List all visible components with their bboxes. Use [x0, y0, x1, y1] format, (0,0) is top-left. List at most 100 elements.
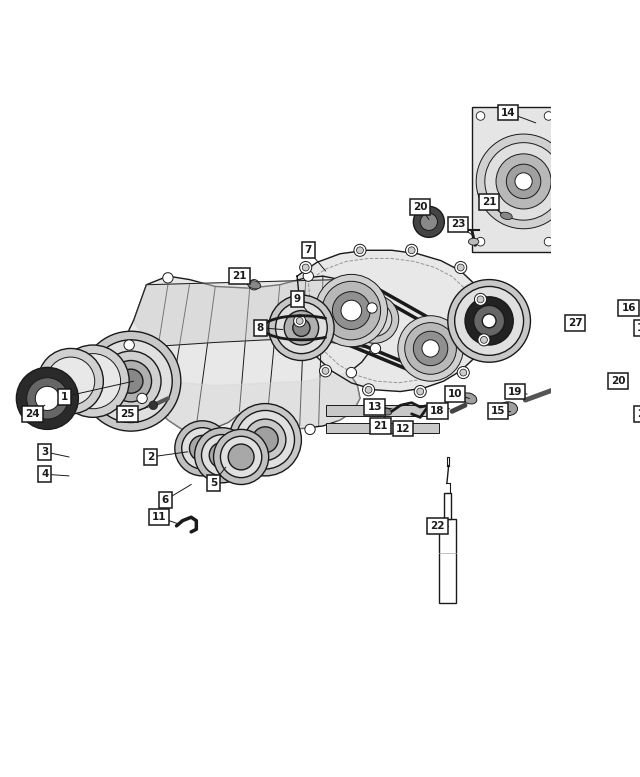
Polygon shape — [127, 276, 377, 431]
Circle shape — [175, 421, 230, 476]
Polygon shape — [326, 423, 439, 433]
Polygon shape — [326, 406, 439, 416]
Circle shape — [244, 419, 286, 461]
Circle shape — [620, 316, 637, 334]
Circle shape — [236, 410, 294, 469]
Text: 12: 12 — [396, 423, 410, 434]
Circle shape — [482, 314, 496, 328]
Circle shape — [371, 343, 381, 354]
Circle shape — [341, 300, 362, 321]
Polygon shape — [134, 280, 377, 348]
FancyBboxPatch shape — [598, 397, 640, 435]
Circle shape — [422, 340, 439, 357]
Ellipse shape — [500, 212, 512, 220]
Circle shape — [478, 334, 490, 346]
Text: 10: 10 — [447, 389, 462, 399]
Text: 14: 14 — [500, 107, 515, 117]
Circle shape — [414, 385, 426, 398]
Circle shape — [214, 430, 269, 485]
Circle shape — [413, 207, 444, 237]
Circle shape — [406, 244, 418, 256]
Circle shape — [124, 340, 134, 350]
Circle shape — [544, 112, 553, 120]
Text: 24: 24 — [26, 409, 40, 419]
Circle shape — [420, 213, 438, 231]
Circle shape — [448, 280, 531, 362]
Circle shape — [202, 434, 243, 476]
Text: 21: 21 — [373, 421, 388, 431]
Circle shape — [319, 365, 332, 377]
Ellipse shape — [468, 239, 479, 245]
Text: 20: 20 — [611, 376, 625, 386]
Circle shape — [404, 322, 456, 375]
Circle shape — [296, 318, 303, 324]
Circle shape — [332, 291, 371, 329]
Circle shape — [182, 427, 223, 469]
Circle shape — [612, 112, 621, 120]
Text: 16: 16 — [621, 303, 636, 313]
Circle shape — [305, 424, 315, 434]
Text: 22: 22 — [430, 521, 445, 531]
Circle shape — [65, 354, 120, 409]
Circle shape — [362, 384, 374, 395]
Circle shape — [457, 264, 464, 271]
Text: 21: 21 — [232, 271, 246, 281]
Circle shape — [365, 386, 372, 393]
Circle shape — [163, 273, 173, 283]
Circle shape — [591, 181, 615, 205]
Circle shape — [465, 297, 513, 345]
Circle shape — [474, 305, 504, 336]
Circle shape — [300, 262, 312, 274]
Circle shape — [413, 331, 448, 366]
Ellipse shape — [380, 408, 392, 415]
Circle shape — [481, 336, 488, 343]
Circle shape — [137, 393, 147, 403]
Circle shape — [322, 368, 329, 375]
Text: 6: 6 — [162, 495, 169, 505]
Circle shape — [346, 368, 356, 378]
Circle shape — [119, 369, 143, 393]
Circle shape — [81, 331, 181, 431]
Circle shape — [612, 237, 621, 246]
Circle shape — [35, 386, 60, 410]
Circle shape — [364, 308, 385, 329]
Circle shape — [249, 280, 259, 290]
Circle shape — [252, 427, 278, 453]
Circle shape — [228, 444, 254, 470]
Circle shape — [476, 112, 485, 120]
Circle shape — [276, 302, 327, 354]
Circle shape — [195, 427, 250, 483]
Circle shape — [27, 378, 68, 419]
Circle shape — [47, 357, 95, 406]
Polygon shape — [297, 250, 486, 392]
Circle shape — [454, 262, 467, 274]
Text: 17: 17 — [637, 322, 640, 333]
Circle shape — [315, 274, 387, 347]
Circle shape — [351, 295, 399, 343]
Circle shape — [303, 271, 314, 281]
Circle shape — [292, 319, 310, 336]
Circle shape — [476, 134, 571, 228]
Text: 11: 11 — [152, 512, 166, 522]
Text: 9: 9 — [294, 294, 301, 305]
Circle shape — [610, 291, 630, 312]
Circle shape — [515, 172, 532, 190]
Circle shape — [544, 237, 553, 246]
Text: 21: 21 — [482, 197, 497, 207]
FancyBboxPatch shape — [472, 107, 625, 252]
Circle shape — [110, 361, 152, 402]
Text: 18: 18 — [430, 406, 445, 416]
Circle shape — [209, 442, 235, 469]
Text: 5: 5 — [210, 478, 217, 488]
Circle shape — [90, 340, 172, 423]
Text: 27: 27 — [568, 318, 582, 328]
Circle shape — [229, 403, 301, 476]
Text: 2: 2 — [147, 452, 154, 462]
Circle shape — [356, 247, 364, 254]
Circle shape — [477, 296, 484, 303]
Circle shape — [322, 281, 381, 340]
Text: 15: 15 — [490, 406, 505, 416]
Circle shape — [460, 369, 467, 376]
Text: 1: 1 — [61, 392, 68, 402]
Circle shape — [294, 315, 306, 327]
